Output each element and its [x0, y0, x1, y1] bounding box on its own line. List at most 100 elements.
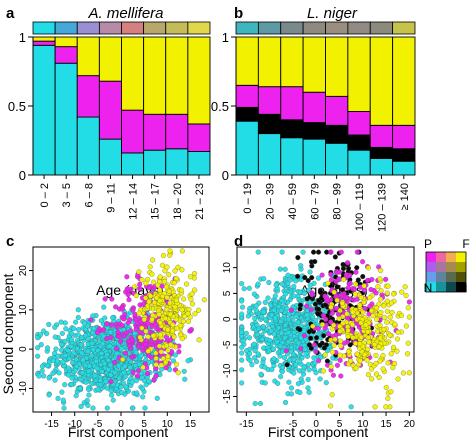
scatter-point — [94, 365, 100, 371]
panel-letter-a: a — [6, 5, 15, 22]
scatter-point — [300, 249, 306, 255]
y-tick-label: 1 — [19, 30, 26, 45]
scatter-point — [318, 289, 324, 295]
scatter-point — [148, 293, 154, 299]
scatter-point — [338, 249, 344, 255]
scatter-point — [174, 325, 180, 331]
x-tick-label: 10 — [162, 419, 174, 430]
scatter-point — [136, 310, 142, 316]
scatter-point — [286, 339, 292, 345]
scatter-point — [245, 313, 251, 319]
scatter-point — [328, 319, 334, 325]
scatter-point — [104, 385, 110, 391]
x-tick-label: 100 – 119 — [354, 183, 366, 231]
scatter-point — [181, 368, 187, 374]
scatter-point — [388, 351, 394, 357]
scatter-point — [262, 299, 268, 305]
legend-cell — [436, 272, 446, 282]
panel-letter-b: b — [234, 5, 243, 22]
scatter-point — [172, 352, 178, 358]
scatter-point — [137, 286, 143, 292]
y-tick-label: -5 — [222, 340, 233, 349]
scatter-point — [99, 350, 105, 356]
scatter-point — [108, 388, 114, 394]
scatter-point — [275, 304, 282, 310]
scatter-point — [376, 374, 382, 380]
scatter-point — [44, 362, 51, 369]
scatter-point — [329, 310, 335, 316]
bar-segment — [257, 133, 282, 176]
scatter-point — [129, 354, 135, 360]
panel-c: c -15 -10 -5 0 5 10 15 -10 0 10 20 First component… — [0, 233, 210, 440]
scatter-point — [275, 325, 282, 331]
bar-segment — [76, 75, 100, 118]
scatter-point — [357, 302, 363, 308]
scatter-point — [328, 304, 334, 310]
scatter-point — [180, 318, 186, 324]
scatter-point — [362, 352, 368, 358]
x-tick-label: 18 – 20 — [172, 183, 184, 220]
color-legend-2d: P F N I — [424, 237, 470, 295]
y-tick-label: 0 — [18, 346, 29, 352]
scatter-point — [383, 276, 389, 282]
scatter-point — [312, 301, 318, 307]
scatter-point — [53, 346, 59, 352]
scatter-point — [338, 292, 344, 298]
scatter-point — [164, 307, 170, 313]
scatter-point — [130, 369, 136, 375]
scatter-point — [130, 405, 136, 411]
x-tick-label: -15 — [44, 419, 59, 430]
x-tick-label: 9 – 11 — [105, 183, 117, 213]
scatter-point — [173, 275, 179, 282]
scatter-point — [173, 297, 179, 303]
x-tick-label: 20 — [404, 419, 416, 430]
scatter-point — [405, 351, 411, 357]
x-tick-label: 12 – 14 — [128, 183, 140, 220]
scatter-point — [317, 342, 323, 348]
scatter-point — [181, 296, 187, 302]
scatter-point — [60, 397, 66, 403]
bar-segment — [121, 109, 145, 154]
bar-segment — [280, 86, 304, 121]
scatter-point — [75, 332, 81, 338]
scatter-point — [241, 286, 247, 292]
scatter-point — [246, 285, 252, 291]
scatter-point — [97, 377, 103, 383]
scatter-point — [314, 335, 320, 341]
scatter-point — [279, 281, 285, 287]
scatter-point — [81, 320, 88, 326]
scatter-point — [179, 336, 185, 342]
scatter-point — [251, 341, 257, 347]
scatter-point — [285, 280, 291, 286]
scatter-point — [184, 281, 190, 287]
scatter-point — [381, 326, 387, 333]
scatter-point — [140, 394, 146, 400]
scatter-point — [170, 322, 176, 328]
axes-b: 0 – 19 20 – 39 40 – 59 60 – 79 80 – 99 100 – … — [211, 30, 411, 232]
scatter-point — [102, 315, 108, 321]
scatter-point — [86, 368, 92, 374]
scatter-point — [150, 312, 156, 318]
bar-segment — [143, 149, 167, 176]
scatter-point — [273, 298, 279, 304]
scatter-point — [167, 248, 173, 254]
scatter-point — [136, 344, 142, 350]
scatter-point — [68, 381, 74, 388]
scatter-point — [83, 379, 89, 385]
scatter-point — [167, 342, 174, 348]
scatter-point — [306, 329, 312, 335]
scatter-point — [373, 352, 379, 359]
scatter-point — [126, 297, 132, 303]
colorbar-cell — [392, 21, 416, 35]
scatter-point — [329, 392, 335, 398]
scatter-point — [345, 265, 352, 271]
points-d — [239, 249, 412, 410]
panel-a: a A. mellifera 0 – 2 3 – 5 6 – 8 9 – 11 12 –… — [6, 5, 211, 298]
scatter-point — [277, 343, 283, 349]
scatter-point — [118, 384, 124, 390]
colorbar-cell — [121, 21, 145, 35]
scatter-point — [364, 357, 370, 363]
scatter-point — [73, 356, 79, 362]
scatter-point — [403, 323, 409, 329]
scatter-point — [271, 307, 277, 313]
